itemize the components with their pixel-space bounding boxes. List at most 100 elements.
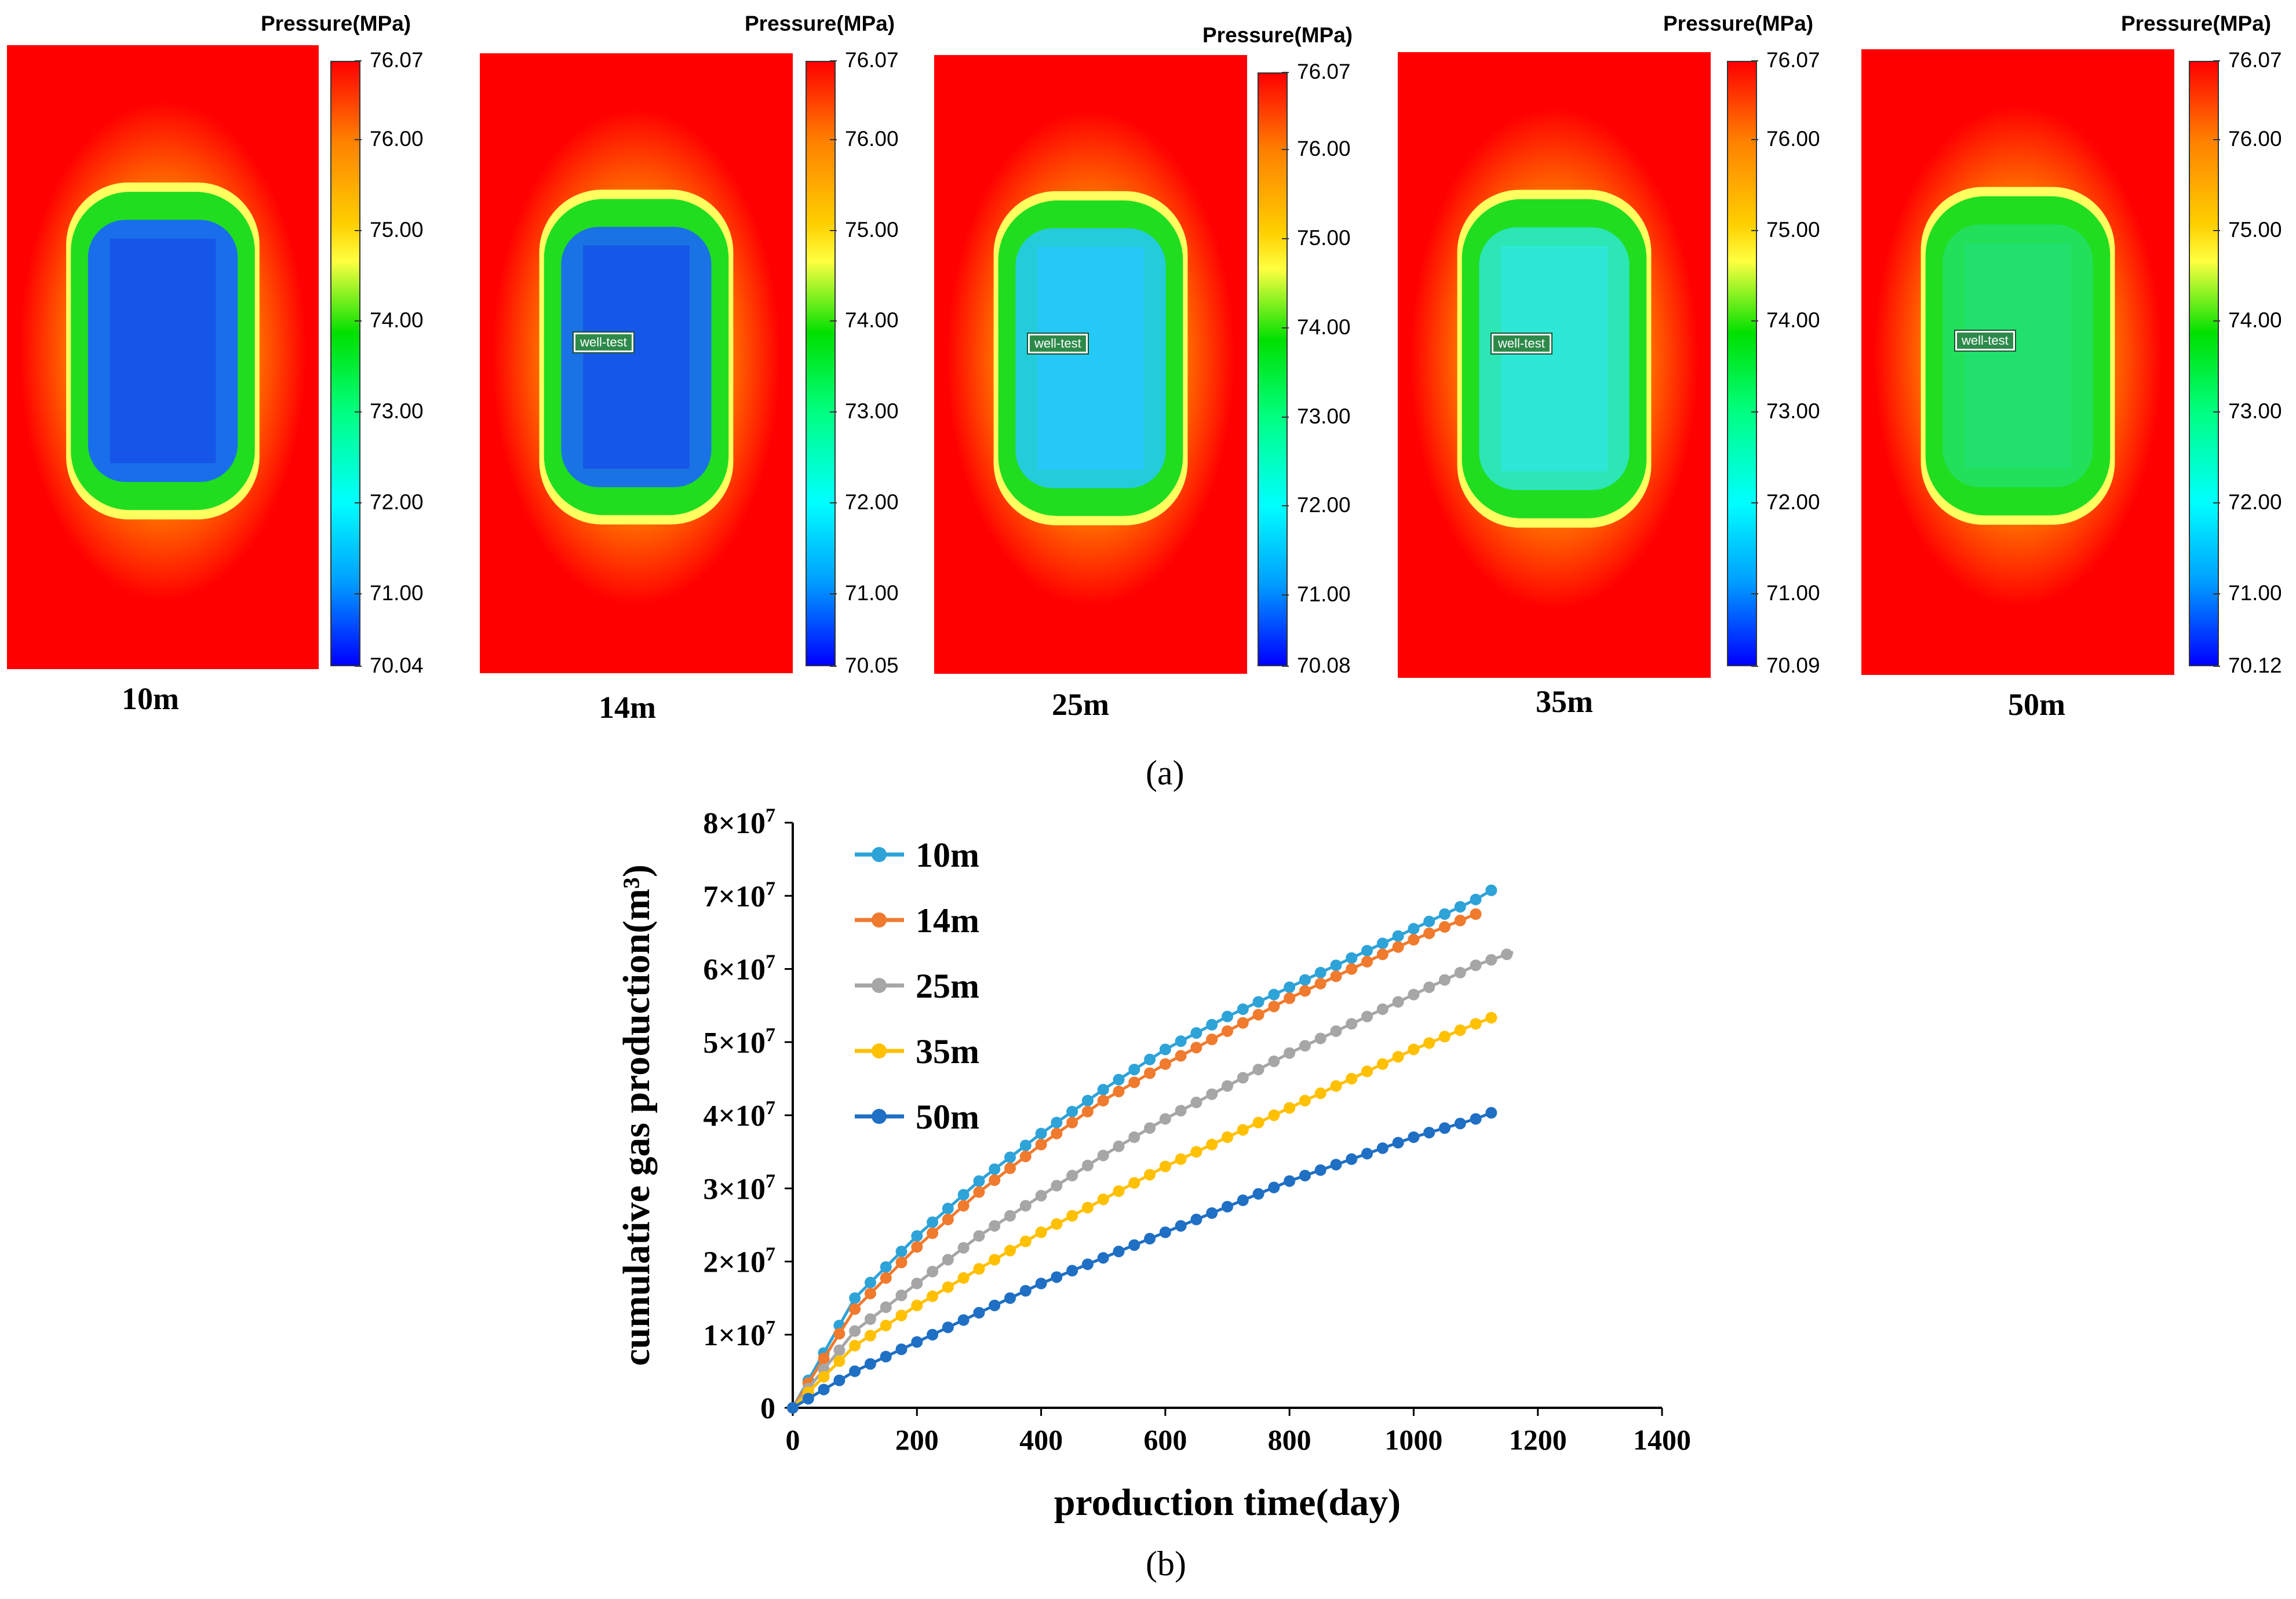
- data-point-50m: [895, 1344, 908, 1355]
- data-point-10m: [911, 1230, 923, 1242]
- data-point-14m: [1268, 1001, 1280, 1013]
- colorbar-title: Pressure(MPa): [261, 12, 411, 35]
- data-point-50m: [1206, 1207, 1218, 1219]
- data-point-14m: [833, 1328, 845, 1340]
- colorbar-tick-label: 76.07: [2213, 48, 2282, 72]
- legend-label-35m: 35m: [916, 1032, 979, 1071]
- data-point-25m: [833, 1344, 845, 1356]
- data-point-14m: [864, 1287, 876, 1299]
- data-point-14m: [1222, 1025, 1233, 1037]
- colorbar-tick-label: 70.12: [2213, 654, 2282, 677]
- y-tick-label: 4×107: [703, 1097, 775, 1133]
- colorbar-tick-label: 72.00: [2213, 490, 2282, 514]
- colorbar-tick-label: 75.00: [355, 217, 424, 242]
- data-point-10m: [1159, 1043, 1171, 1056]
- data-point-14m: [1237, 1017, 1249, 1029]
- data-point-35m: [1206, 1138, 1218, 1151]
- y-tick-label: 2×107: [703, 1244, 775, 1279]
- data-point-10m: [1190, 1027, 1202, 1039]
- data-point-25m: [1081, 1159, 1094, 1171]
- colorbar-tick-label: 71.00: [2213, 581, 2282, 605]
- colorbar-tick-label: 73.00: [830, 399, 899, 424]
- data-point-35m: [1051, 1218, 1063, 1230]
- data-point-10m: [895, 1246, 908, 1258]
- data-point-10m: [1361, 944, 1373, 957]
- data-point-50m: [849, 1365, 861, 1377]
- data-point-35m: [1470, 1018, 1482, 1030]
- colorbar-tick-label: 73.00: [1751, 399, 1820, 424]
- colorbar-tick-label: 75.00: [1282, 226, 1351, 250]
- data-point-25m: [1408, 988, 1420, 1001]
- data-point-10m: [1376, 937, 1388, 950]
- data-point-25m: [1439, 974, 1451, 986]
- data-point-10m: [1314, 966, 1326, 979]
- colorbar-10m: [330, 61, 360, 666]
- data-point-25m: [1066, 1170, 1078, 1182]
- colorbar-tick-label: 72.00: [830, 490, 899, 514]
- y-tick-label: 0: [760, 1392, 775, 1425]
- data-point-10m: [1485, 884, 1497, 896]
- data-point-25m: [1035, 1189, 1047, 1202]
- data-point-50m: [1330, 1159, 1342, 1171]
- legend-label-25m: 25m: [916, 967, 979, 1005]
- x-axis-label: production time(day): [1054, 1481, 1401, 1524]
- data-point-50m: [880, 1350, 892, 1363]
- data-point-14m: [1035, 1138, 1047, 1151]
- data-point-35m: [1237, 1124, 1249, 1136]
- data-point-50m: [1004, 1292, 1016, 1304]
- data-point-50m: [1361, 1148, 1373, 1160]
- colorbar-tick-label: 74.00: [1751, 308, 1820, 333]
- colorbar-tick-label: 76.07: [1751, 48, 1820, 72]
- data-point-25m: [1284, 1047, 1296, 1059]
- data-point-50m: [1097, 1252, 1109, 1264]
- data-point-50m: [1051, 1271, 1063, 1283]
- data-point-25m: [864, 1313, 876, 1325]
- data-point-50m: [927, 1328, 939, 1341]
- data-point-10m: [1066, 1105, 1078, 1118]
- data-point-10m: [1237, 1003, 1249, 1015]
- data-point-50m: [1268, 1181, 1280, 1193]
- data-point-35m: [895, 1309, 908, 1321]
- data-point-50m: [833, 1374, 845, 1386]
- data-point-35m: [1175, 1153, 1187, 1165]
- data-point-14m: [1190, 1042, 1202, 1054]
- data-point-50m: [1252, 1188, 1264, 1200]
- data-point-50m: [1237, 1194, 1249, 1206]
- panel-label-14m: 14m: [599, 690, 656, 725]
- data-point-25m: [1423, 981, 1435, 994]
- data-point-25m: [1501, 948, 1513, 961]
- data-point-14m: [1376, 948, 1388, 961]
- data-point-50m: [1113, 1246, 1125, 1258]
- data-point-50m: [864, 1358, 876, 1370]
- data-point-35m: [957, 1272, 970, 1284]
- colorbar-tick-label: 74.00: [1282, 315, 1351, 339]
- data-point-25m: [849, 1325, 861, 1337]
- x-tick-label: 800: [1268, 1423, 1311, 1456]
- data-point-25m: [1175, 1105, 1187, 1117]
- data-point-14m: [895, 1257, 908, 1269]
- colorbar-tick-label: 76.07: [830, 48, 899, 72]
- data-point-10m: [1439, 908, 1451, 920]
- data-point-35m: [1314, 1087, 1326, 1100]
- colorbar-title: Pressure(MPa): [1663, 12, 1814, 35]
- data-point-25m: [1004, 1210, 1016, 1222]
- colorbar-tick-label: 76.00: [1282, 137, 1351, 161]
- data-point-35m: [1159, 1160, 1171, 1173]
- colorbar-title: Pressure(MPa): [1202, 23, 1353, 47]
- data-point-35m: [864, 1330, 876, 1342]
- data-point-50m: [1376, 1142, 1388, 1154]
- series-line-10m: [791, 887, 1495, 1409]
- data-point-50m: [1454, 1118, 1466, 1130]
- data-point-25m: [1237, 1072, 1249, 1084]
- data-point-10m: [1392, 930, 1404, 942]
- data-point-50m: [1314, 1164, 1326, 1176]
- data-point-35m: [973, 1263, 985, 1275]
- colorbar-tick-label: 72.00: [1751, 490, 1820, 514]
- pressure-map-35m: [1398, 52, 1711, 678]
- data-point-25m: [1128, 1131, 1140, 1143]
- data-point-10m: [989, 1163, 1001, 1175]
- colorbar-tick-label: 76.07: [1282, 60, 1351, 83]
- data-point-50m: [989, 1299, 1001, 1312]
- well-test-label: well-test: [1027, 332, 1089, 355]
- data-point-50m: [1144, 1233, 1156, 1245]
